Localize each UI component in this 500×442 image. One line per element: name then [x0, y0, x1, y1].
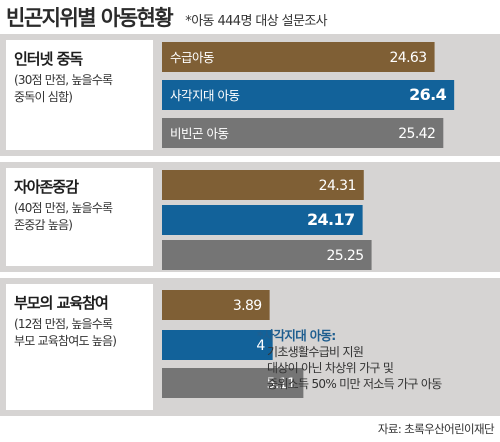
- bar-value-label: 26.4: [409, 85, 447, 104]
- bar: [162, 205, 363, 235]
- group-desc-line: 중독이 심함): [14, 90, 73, 104]
- group-desc-line: 부모 교육참여도 높음): [14, 334, 117, 348]
- footnote-line: 기초생활수급비 지원: [267, 345, 364, 359]
- bar-series-label: 수급아동: [170, 50, 214, 65]
- footnote-line: 중위소득 50% 미만 저소득 가구 아동: [267, 377, 442, 391]
- group-label-parent: 부모의 교육참여 (12점 만점, 높을수록 부모 교육참여도 높음): [6, 284, 153, 410]
- bar-value-label: 4: [256, 338, 265, 354]
- footnote: *사각지대 아동: 기초생활수급비 지원 대상이 아닌 차상위 가구 및 중위소…: [257, 328, 442, 392]
- bar: [162, 330, 273, 360]
- footnote-title: *사각지대 아동:: [257, 328, 336, 343]
- group-desc-line: (40점 만점, 높을수록: [14, 201, 113, 215]
- source-credit: 자료: 초록우산어린이재단: [377, 422, 495, 436]
- group-label-self-esteem: 자아존중감 (40점 만점, 높을수록 존중감 높음): [6, 168, 153, 266]
- chart-subtitle: *아동 444명 대상 설문조사: [185, 14, 328, 29]
- bar: [162, 368, 304, 398]
- bar-value-label: 5.11: [267, 376, 296, 392]
- bar: [162, 240, 372, 270]
- group-title: 부모의 교육참여: [14, 294, 109, 312]
- group-desc-line: 존중감 높음): [14, 218, 73, 232]
- bar-value-label: 25.25: [326, 248, 363, 264]
- bar-series-label: 비빈곤 아동: [170, 126, 228, 141]
- bar-value-label: 3.89: [233, 298, 262, 314]
- group-label-internet: 인터넷 중독 (30점 만점, 높을수록 중독이 심함): [6, 40, 153, 150]
- bar: [162, 42, 435, 72]
- group-desc-line: (30점 만점, 높을수록: [14, 73, 113, 87]
- footnote-line: 대상이 아닌 차상위 가구 및: [267, 361, 394, 375]
- bar-series-label: 사각지대 아동: [170, 88, 239, 103]
- bar-value-label: 25.42: [398, 126, 435, 142]
- bar: [162, 170, 364, 200]
- title-area: 빈곤지위별 아동현황 *아동 444명 대상 설문조사: [6, 2, 328, 32]
- bar: [162, 118, 444, 148]
- group-desc-line: (12점 만점, 높을수록: [14, 317, 113, 331]
- group-title: 인터넷 중독: [14, 50, 83, 68]
- bar-value-label: 24.31: [319, 178, 356, 194]
- bar-value-label: 24.17: [307, 210, 355, 229]
- chart-title: 빈곤지위별 아동현황: [6, 6, 174, 30]
- group-title: 자아존중감: [14, 178, 79, 196]
- bar-value-label: 24.63: [389, 50, 426, 66]
- bar: [162, 290, 270, 320]
- bar: [162, 80, 455, 110]
